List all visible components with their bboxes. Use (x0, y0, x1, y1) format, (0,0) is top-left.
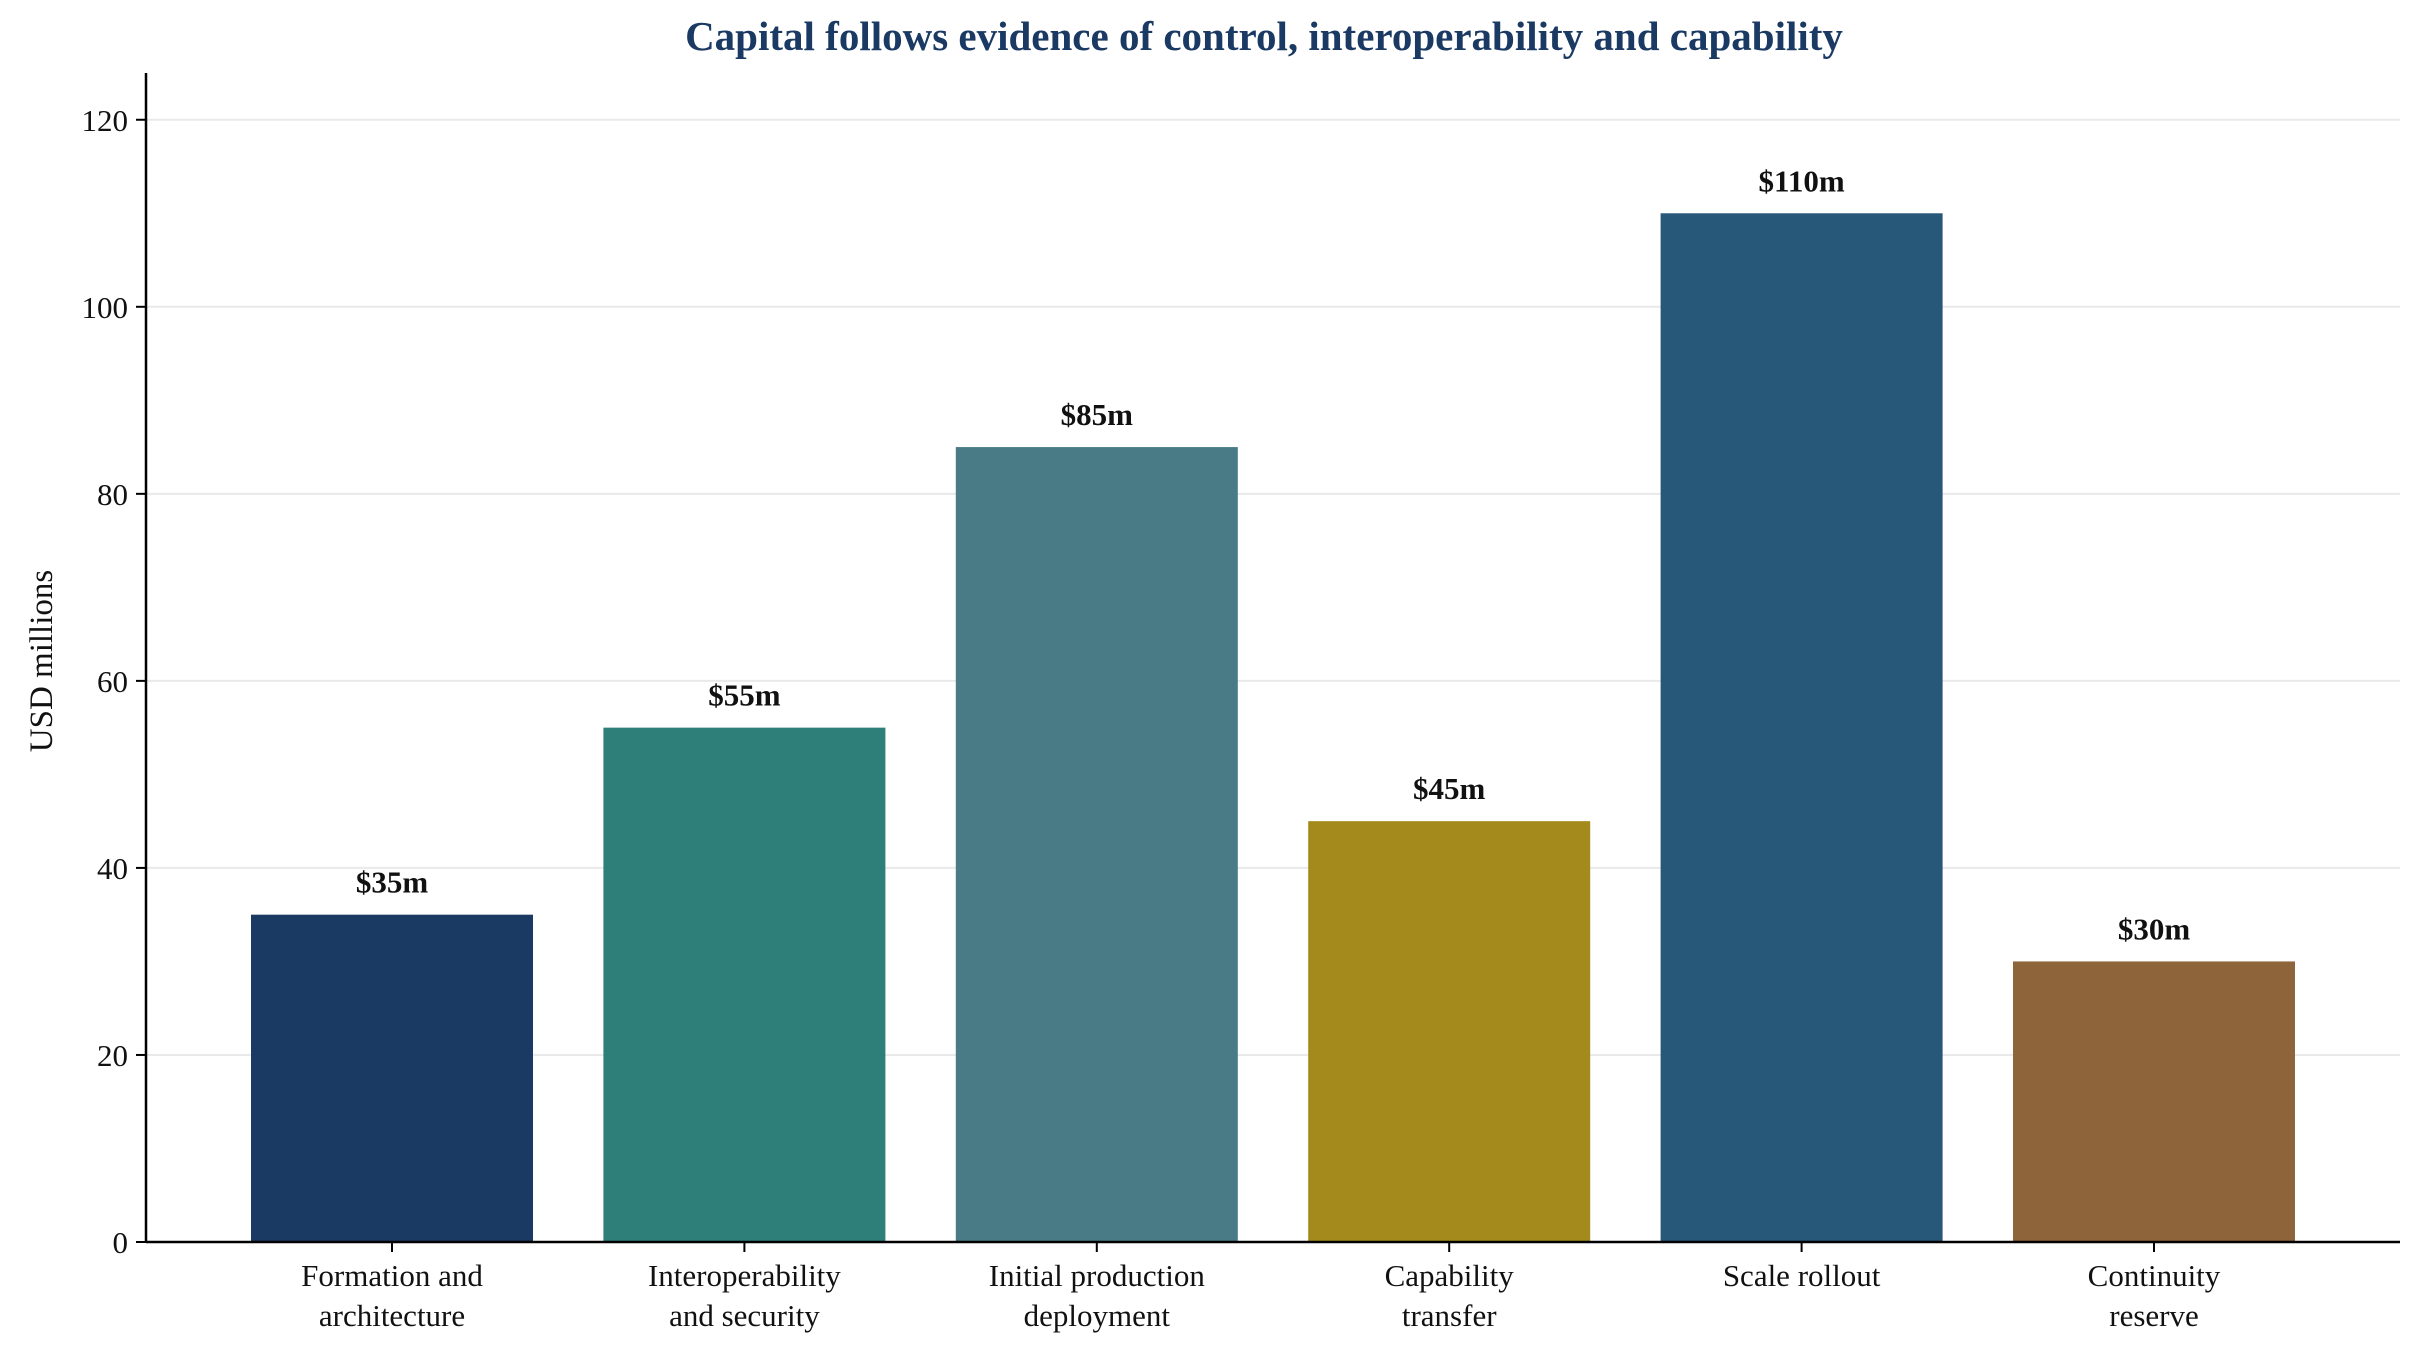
bar-5 (2013, 961, 2295, 1242)
axes (136, 73, 2400, 1252)
x-tick-label: deployment (1024, 1298, 1171, 1333)
y-tick-label: 20 (97, 1038, 128, 1073)
x-tick-label: Initial production (989, 1258, 1206, 1293)
y-tick-label: 60 (97, 664, 128, 699)
bar-3 (1308, 821, 1591, 1242)
bar-value-label: $45m (1413, 771, 1486, 806)
bar-value-label: $85m (1061, 397, 1134, 432)
bar-value-label: $35m (356, 865, 429, 900)
gridlines (146, 118, 2400, 1056)
y-tick-label: 120 (82, 103, 129, 138)
bar-2 (955, 447, 1238, 1243)
bar-1 (603, 727, 886, 1242)
x-tick-label: transfer (1402, 1298, 1497, 1333)
x-tick-label: Capability (1385, 1258, 1515, 1293)
x-tick-label: reserve (2109, 1298, 2199, 1333)
y-axis-label: USD millions (24, 570, 60, 752)
bar-value-label: $30m (2118, 911, 2191, 946)
x-tick-label: Continuity (2088, 1258, 2221, 1293)
bar-value-label: $55m (708, 678, 781, 713)
bar-0 (251, 914, 533, 1242)
y-tick-label: 40 (97, 851, 128, 886)
y-tick-label: 100 (82, 290, 129, 325)
x-tick-label: and security (669, 1298, 820, 1333)
y-tick-label: 80 (97, 477, 128, 512)
chart-title: Capital follows evidence of control, int… (685, 13, 1843, 59)
bar-4 (1660, 213, 1943, 1242)
y-tick-label: 0 (113, 1225, 129, 1260)
x-tick-label: Scale rollout (1723, 1258, 1881, 1293)
labels: 0 20 40 60 80 100 120 $35m Formation and architec… (82, 103, 2221, 1333)
bars (251, 213, 2295, 1243)
x-tick-label: Formation and (301, 1258, 483, 1293)
bar-value-label: $110m (1759, 163, 1845, 198)
x-tick-label: architecture (319, 1298, 465, 1333)
x-tick-label: Interoperability (648, 1258, 841, 1293)
